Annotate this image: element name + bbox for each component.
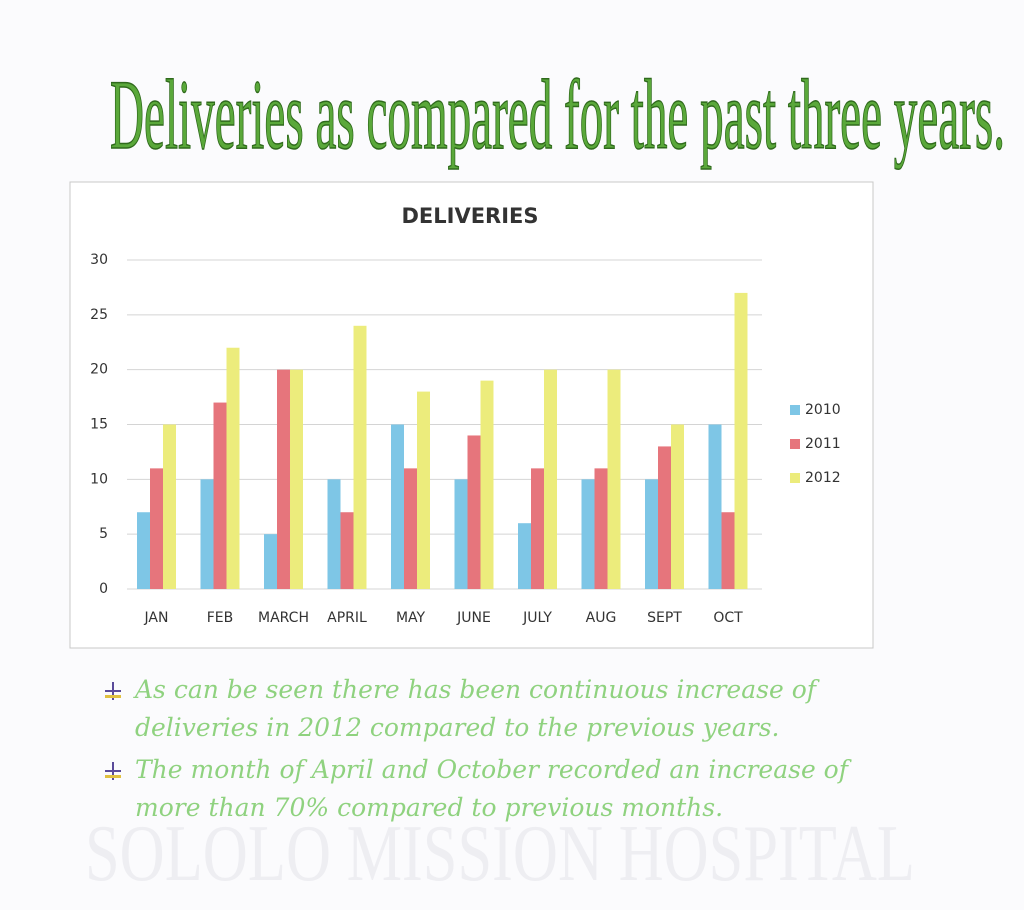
bullet-text: more than 70% compared to previous month… (135, 793, 723, 822)
legend-swatch (790, 473, 800, 483)
watermark: SOLOLO MISSION HOSPITAL (85, 810, 915, 898)
bar (340, 512, 354, 589)
bar (734, 292, 748, 589)
bar (264, 534, 277, 589)
bar (150, 468, 163, 589)
bar (417, 391, 430, 589)
bar (708, 424, 722, 589)
bullet-icon (112, 762, 114, 780)
x-tick-label: JUNE (456, 610, 491, 626)
legend-label: 2011 (805, 436, 841, 452)
legend-label: 2010 (805, 402, 841, 418)
y-tick-label: 25 (90, 307, 108, 323)
bar (645, 479, 658, 589)
x-tick-label: MAY (396, 610, 426, 626)
bullet-icon (112, 682, 114, 700)
bar (391, 424, 404, 589)
bullet-text: deliveries in 2012 compared to the previ… (135, 713, 779, 742)
x-tick-label: AUG (586, 610, 617, 626)
y-tick-label: 15 (90, 417, 108, 433)
bar (544, 369, 557, 589)
x-tick-label: JULY (522, 610, 552, 626)
bar (581, 479, 595, 589)
bar (277, 369, 290, 589)
y-tick-label: 30 (90, 252, 108, 268)
bar (607, 369, 621, 589)
bar (518, 523, 531, 589)
x-tick-label: APRIL (327, 610, 367, 626)
x-tick-label: FEB (207, 610, 234, 626)
legend-swatch (790, 405, 800, 415)
bar (137, 512, 150, 589)
legend-swatch (790, 439, 800, 449)
heading: Deliveries as compared for the past thre… (110, 59, 1005, 170)
x-tick-label: MARCH (258, 610, 309, 626)
bar (353, 325, 367, 589)
y-tick-label: 10 (90, 471, 108, 487)
x-tick-label: JAN (144, 610, 169, 626)
bar (327, 479, 341, 589)
bar (213, 402, 227, 589)
bar (531, 468, 544, 589)
y-tick-label: 5 (99, 526, 108, 542)
bullet-text: The month of April and October recorded … (135, 755, 852, 784)
bar (594, 468, 608, 589)
bar (163, 424, 176, 589)
bar (404, 468, 417, 589)
bar (454, 479, 468, 589)
x-tick-label: OCT (713, 610, 743, 626)
bar (721, 512, 735, 589)
legend-label: 2012 (805, 470, 841, 486)
bar (290, 369, 303, 589)
bar (480, 380, 494, 589)
bar (658, 446, 671, 589)
bar (671, 424, 684, 589)
y-tick-label: 0 (99, 581, 108, 597)
bar (467, 435, 481, 589)
y-tick-label: 20 (90, 362, 108, 378)
bar (226, 347, 240, 589)
bar (200, 479, 214, 589)
bullet-icon (105, 695, 121, 698)
x-tick-label: SEPT (647, 610, 682, 626)
bullet-icon (105, 775, 121, 778)
chart-title: DELIVERIES (401, 204, 538, 228)
bullet-text: As can be seen there has been continuous… (133, 675, 820, 704)
